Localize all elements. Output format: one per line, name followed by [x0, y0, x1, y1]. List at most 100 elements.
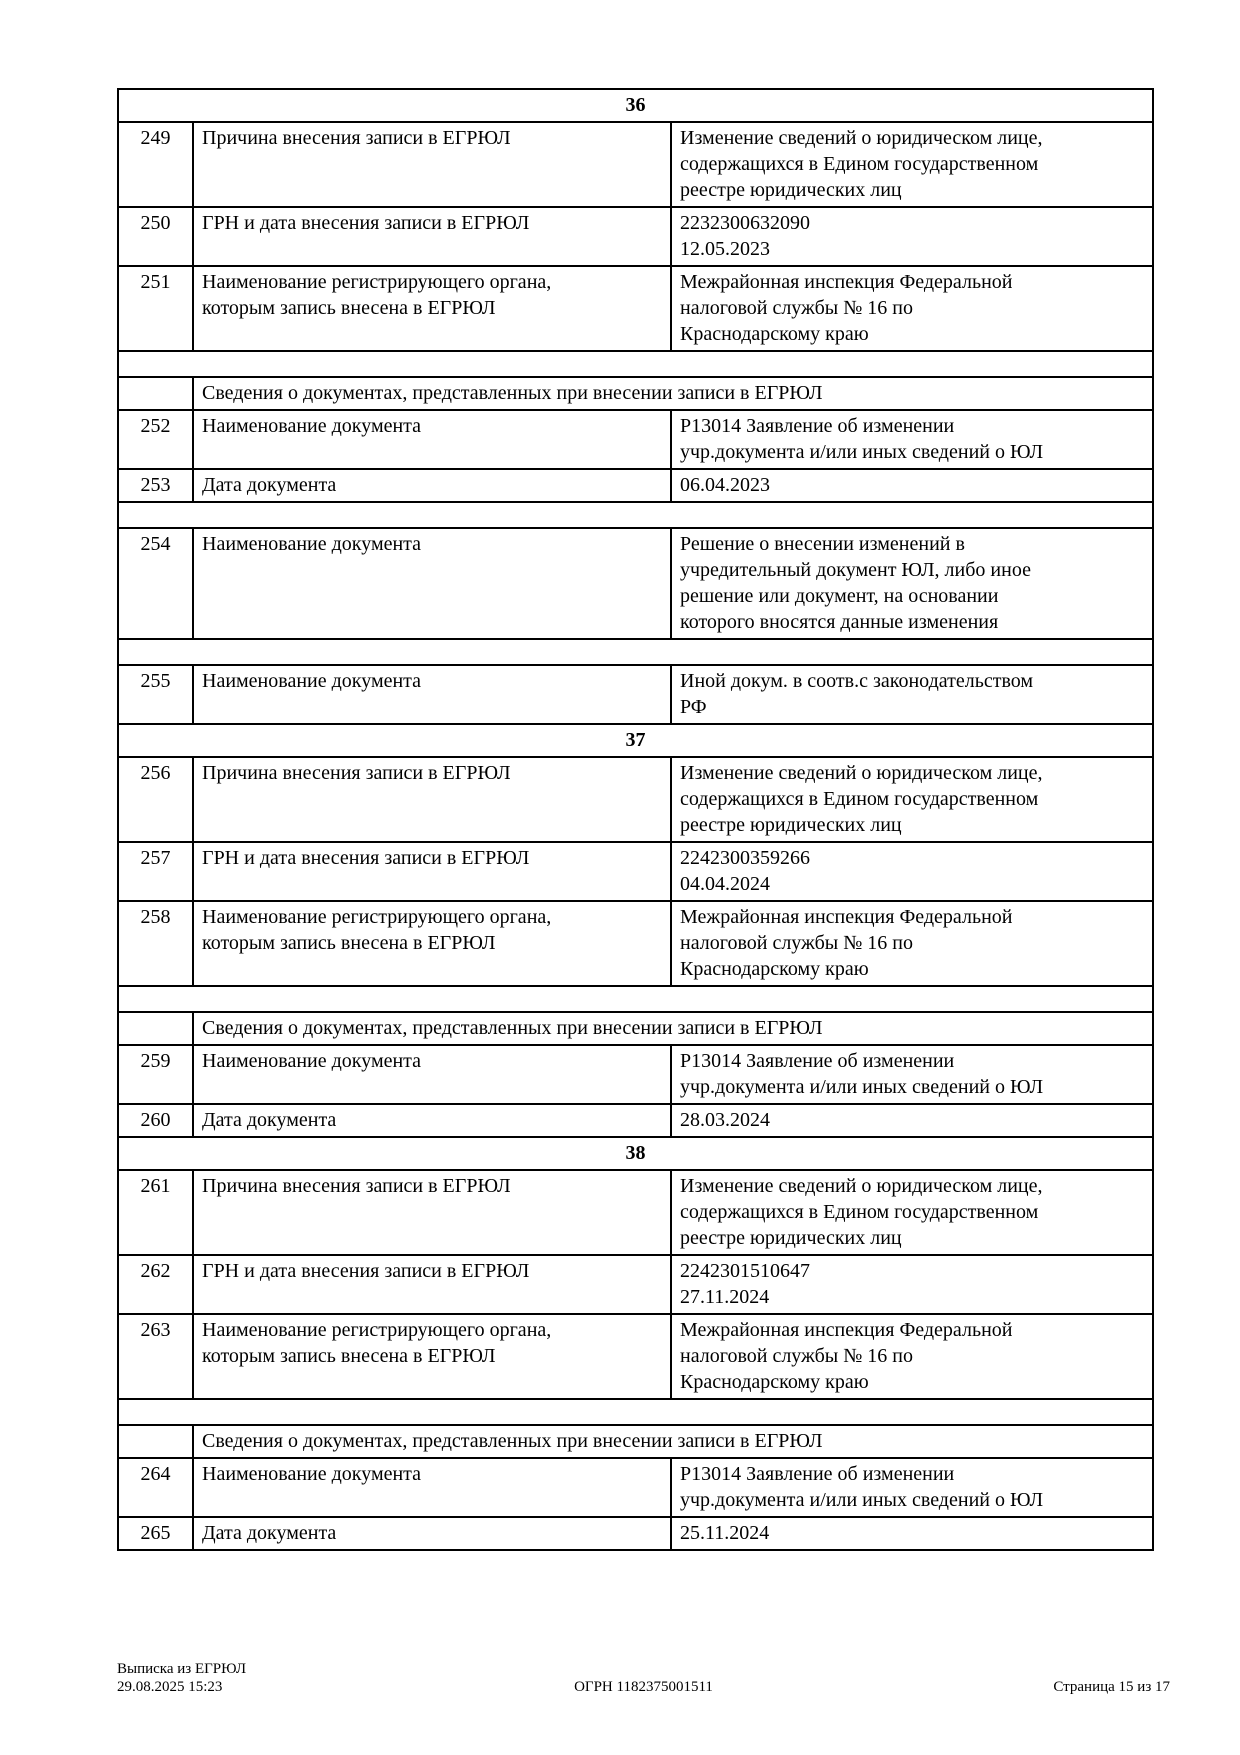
- field-value-line: Межрайонная инспекция Федеральной: [680, 906, 1013, 928]
- field-value-line: 28.03.2024: [680, 1109, 770, 1131]
- field-row: 258 Наименование регистрирующего органа, к…: [117, 900, 1155, 987]
- field-value-line: Иной докум. в соотв.с законодательством: [680, 670, 1034, 692]
- field-row: 249 Причина внесения записи в ЕГРЮЛ Измене…: [117, 121, 1155, 208]
- field-label-line: Наименование документа: [202, 1050, 422, 1072]
- field-row: 265 Дата документа 25.11.2024: [117, 1516, 1155, 1551]
- field-value-line: которого вносятся данные изменения: [680, 611, 999, 633]
- section-number: 36: [116, 88, 1155, 123]
- field-label-line: ГРН и дата внесения записи в ЕГРЮЛ: [202, 847, 530, 869]
- field-value-line: реестре юридических лиц: [680, 179, 902, 201]
- field-row: 256 Причина внесения записи в ЕГРЮЛ Измене…: [117, 756, 1155, 843]
- field-value: 2232300632090 12.05.2023: [669, 206, 1155, 267]
- row-number: 261: [117, 1169, 194, 1256]
- field-value-line: Р13014 Заявление об изменении: [680, 1463, 955, 1485]
- field-value-line: Р13014 Заявление об изменении: [680, 415, 955, 437]
- field-label: Причина внесения записи в ЕГРЮЛ: [192, 1169, 672, 1256]
- subheader-text: Сведения о документах, представленных пр…: [191, 376, 1155, 411]
- field-value: Р13014 Заявление об изменении учр.докумен…: [669, 1044, 1155, 1105]
- field-label-line: которым запись внесена в ЕГРЮЛ: [202, 297, 496, 319]
- field-value-line: решение или документ, на основании: [680, 585, 999, 607]
- subheader-row: Сведения о документах, представленных пр…: [117, 376, 1155, 411]
- field-row: 262 ГРН и дата внесения записи в ЕГРЮЛ 224…: [117, 1254, 1155, 1315]
- spacer-row: [116, 985, 1155, 1013]
- row-number: 253: [117, 468, 194, 503]
- field-value-line: учредительный документ ЮЛ, либо иное: [680, 559, 1031, 581]
- field-value: Изменение сведений о юридическом лице, со…: [669, 1169, 1155, 1256]
- field-value-line: Изменение сведений о юридическом лице,: [680, 127, 1043, 149]
- field-label-line: Причина внесения записи в ЕГРЮЛ: [202, 127, 511, 149]
- field-value-line: Изменение сведений о юридическом лице,: [680, 762, 1043, 784]
- field-value-line: Краснодарскому краю: [680, 323, 869, 345]
- field-row: 259 Наименование документа Р13014 Заявлени…: [117, 1044, 1155, 1105]
- field-value-line: 12.05.2023: [680, 238, 770, 260]
- field-value-line: Р13014 Заявление об изменении: [680, 1050, 955, 1072]
- field-row: 263 Наименование регистрирующего органа, к…: [117, 1313, 1155, 1400]
- row-number: 259: [117, 1044, 194, 1105]
- field-label-line: Наименование регистрирующего органа,: [202, 906, 552, 928]
- field-value: Межрайонная инспекция Федеральной налогов…: [669, 265, 1155, 352]
- field-value: 2242300359266 04.04.2024: [669, 841, 1155, 902]
- field-label-line: Дата документа: [202, 1522, 337, 1544]
- footer-page-number: Страница 15 из 17: [1053, 1679, 1170, 1695]
- subheader-empty-number-cell: [117, 1011, 194, 1046]
- page-footer: Выписка из ЕГРЮЛ 29.08.2025 15:23 ОГРН 1…: [117, 1660, 1170, 1700]
- egrul-table-body: 36 249 Причина внесения записи в ЕГРЮЛ Изме…: [116, 88, 1155, 1551]
- row-number: 250: [117, 206, 194, 267]
- field-value-line: учр.документа и/или иных сведений о ЮЛ: [680, 1076, 1044, 1098]
- field-label-line: Дата документа: [202, 1109, 337, 1131]
- field-label-line: Наименование регистрирующего органа,: [202, 1319, 552, 1341]
- field-label-line: ГРН и дата внесения записи в ЕГРЮЛ: [202, 1260, 530, 1282]
- field-label-line: Дата документа: [202, 474, 337, 496]
- row-number: 258: [117, 900, 194, 987]
- field-label: ГРН и дата внесения записи в ЕГРЮЛ: [192, 1254, 672, 1315]
- row-number: 262: [117, 1254, 194, 1315]
- field-value-line: налоговой службы № 16 по: [680, 1345, 913, 1367]
- footer-doc-title: Выписка из ЕГРЮЛ: [117, 1661, 246, 1677]
- field-value-line: учр.документа и/или иных сведений о ЮЛ: [680, 441, 1044, 463]
- field-value: 25.11.2024: [669, 1516, 1155, 1551]
- field-value: 06.04.2023: [669, 468, 1155, 503]
- field-label-line: которым запись внесена в ЕГРЮЛ: [202, 932, 496, 954]
- field-value-line: содержащихся в Едином государственном: [680, 788, 1039, 810]
- field-value-line: реестре юридических лиц: [680, 1227, 902, 1249]
- field-value: Р13014 Заявление об изменении учр.докумен…: [669, 1457, 1155, 1518]
- row-number: 264: [117, 1457, 194, 1518]
- section-number: 38: [116, 1136, 1155, 1171]
- row-number: 251: [117, 265, 194, 352]
- subheader-empty-number-cell: [117, 376, 194, 411]
- field-value-line: содержащихся в Едином государственном: [680, 1201, 1039, 1223]
- spacer-cell: [116, 350, 1155, 378]
- field-value-line: налоговой службы № 16 по: [680, 932, 913, 954]
- field-label: Наименование регистрирующего органа, кото…: [192, 265, 672, 352]
- row-number: 257: [117, 841, 194, 902]
- field-label-line: Наименование документа: [202, 533, 422, 555]
- field-row: 261 Причина внесения записи в ЕГРЮЛ Измене…: [117, 1169, 1155, 1256]
- subheader-row: Сведения о документах, представленных пр…: [117, 1424, 1155, 1459]
- field-label-line: Наименование документа: [202, 415, 422, 437]
- row-number: 255: [117, 664, 194, 725]
- section-row: 36: [116, 88, 1155, 123]
- field-row: 255 Наименование документа Иной докум. в с…: [117, 664, 1155, 725]
- field-value: Межрайонная инспекция Федеральной налогов…: [669, 900, 1155, 987]
- subheader-text: Сведения о документах, представленных пр…: [191, 1011, 1155, 1046]
- subheader-empty-number-cell: [117, 1424, 194, 1459]
- row-number: 256: [117, 756, 194, 843]
- field-row: 264 Наименование документа Р13014 Заявлени…: [117, 1457, 1155, 1518]
- section-row: 38: [116, 1136, 1155, 1171]
- field-value: 28.03.2024: [669, 1103, 1155, 1138]
- section-number: 37: [116, 723, 1155, 758]
- spacer-row: [116, 638, 1155, 666]
- field-label: ГРН и дата внесения записи в ЕГРЮЛ: [192, 206, 672, 267]
- field-value-line: 27.11.2024: [680, 1286, 770, 1308]
- field-label: Дата документа: [192, 1516, 672, 1551]
- field-value-line: 25.11.2024: [680, 1522, 770, 1544]
- spacer-cell: [116, 985, 1155, 1013]
- row-number: 263: [117, 1313, 194, 1400]
- field-value-line: 06.04.2023: [680, 474, 770, 496]
- field-label: Наименование документа: [192, 527, 672, 640]
- spacer-row: [116, 350, 1155, 378]
- spacer-cell: [116, 638, 1155, 666]
- field-value: Изменение сведений о юридическом лице, со…: [669, 121, 1155, 208]
- field-value-line: Изменение сведений о юридическом лице,: [680, 1175, 1043, 1197]
